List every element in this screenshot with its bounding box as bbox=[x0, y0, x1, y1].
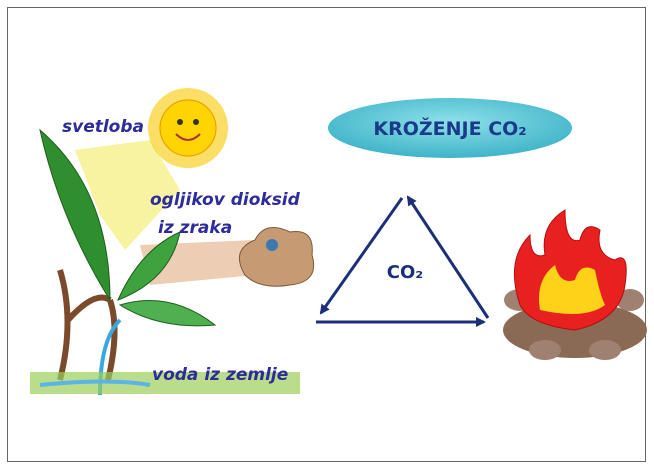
sun bbox=[148, 88, 228, 168]
label: voda iz zemlje bbox=[152, 365, 288, 385]
diagram: KROŽENJE CO₂ CO₂ svetloba ogljikov dioks… bbox=[0, 0, 654, 470]
label: iz zraka bbox=[158, 218, 232, 238]
label: svetloba bbox=[62, 117, 144, 137]
title: KROŽENJE CO₂ bbox=[373, 117, 526, 140]
label: ogljikov dioksid bbox=[150, 190, 301, 210]
cycle-label: CO₂ bbox=[387, 262, 423, 283]
